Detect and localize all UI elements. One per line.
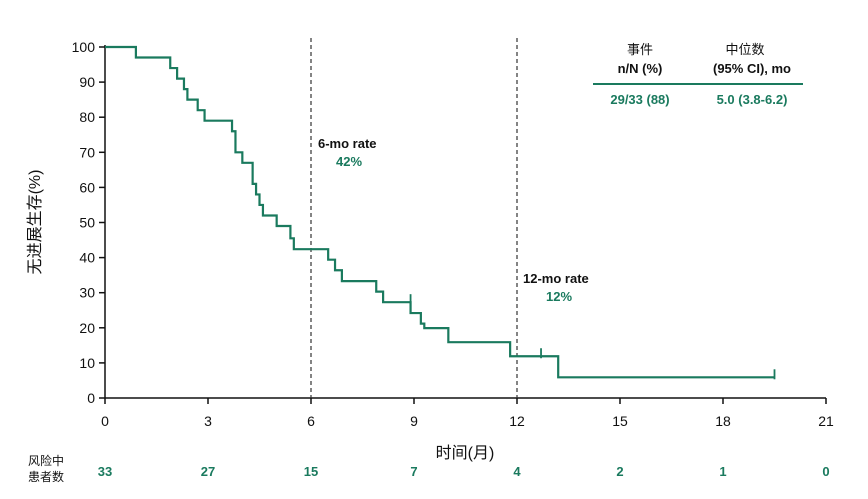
- x-tick-label: 3: [204, 413, 212, 429]
- risk-count: 2: [616, 464, 623, 479]
- legend-col2-value: 5.0 (3.8-6.2): [717, 92, 788, 107]
- y-tick-label: 40: [79, 250, 95, 266]
- legend-col1-header-1: 事件: [627, 42, 653, 57]
- ref-value-12mo: 12%: [546, 289, 572, 304]
- x-tick-label: 18: [715, 413, 731, 429]
- y-tick-label: 70: [79, 144, 95, 160]
- y-tick-label: 0: [87, 390, 95, 406]
- y-tick-label: 100: [72, 39, 96, 55]
- legend-col1-value: 29/33 (88): [610, 92, 669, 107]
- y-tick-label: 50: [79, 215, 95, 231]
- x-tick-label: 21: [818, 413, 834, 429]
- y-axis-title: 无进展生存(%): [26, 170, 44, 275]
- axes: 0 10 20 30 40 50 60 70 80 90 100 0 3 6 9 12 15 18 21: [72, 39, 834, 429]
- risk-table-title-2: 患者数: [28, 469, 64, 484]
- y-tick-label: 90: [79, 74, 95, 90]
- risk-count: 4: [513, 464, 521, 479]
- x-tick-label: 6: [307, 413, 315, 429]
- risk-table: 33 27 15 7 4 2 1 0: [98, 464, 830, 479]
- y-tick-label: 30: [79, 285, 95, 301]
- survival-curve: [105, 45, 776, 380]
- y-tick-label: 20: [79, 320, 95, 336]
- risk-count: 15: [304, 464, 318, 479]
- y-tick-label: 80: [79, 109, 95, 125]
- km-step-line: [105, 45, 775, 379]
- risk-count: 33: [98, 464, 112, 479]
- risk-count: 1: [719, 464, 726, 479]
- x-tick-label: 9: [410, 413, 418, 429]
- x-tick-label: 15: [612, 413, 628, 429]
- y-tick-label: 10: [79, 355, 95, 371]
- ref-value-6mo: 42%: [336, 154, 362, 169]
- reference-lines: [310, 38, 518, 398]
- x-tick-label: 12: [509, 413, 525, 429]
- ref-label-12mo: 12-mo rate: [523, 271, 589, 286]
- legend-col1-header-2: n/N (%): [618, 61, 663, 76]
- risk-count: 27: [201, 464, 215, 479]
- legend-col2-header-1: 中位数: [725, 42, 764, 57]
- legend: 事件 n/N (%) 中位数 (95% CI), mo 29/33 (88) 5…: [593, 42, 803, 107]
- risk-count: 0: [822, 464, 829, 479]
- legend-col2-header-2: (95% CI), mo: [713, 61, 791, 76]
- x-tick-label: 0: [101, 413, 109, 429]
- ref-label-6mo: 6-mo rate: [318, 136, 377, 151]
- risk-count: 7: [410, 464, 417, 479]
- x-axis-title: 时间(月): [436, 444, 495, 462]
- risk-table-title-1: 风险中: [28, 453, 64, 468]
- y-tick-label: 60: [79, 179, 95, 195]
